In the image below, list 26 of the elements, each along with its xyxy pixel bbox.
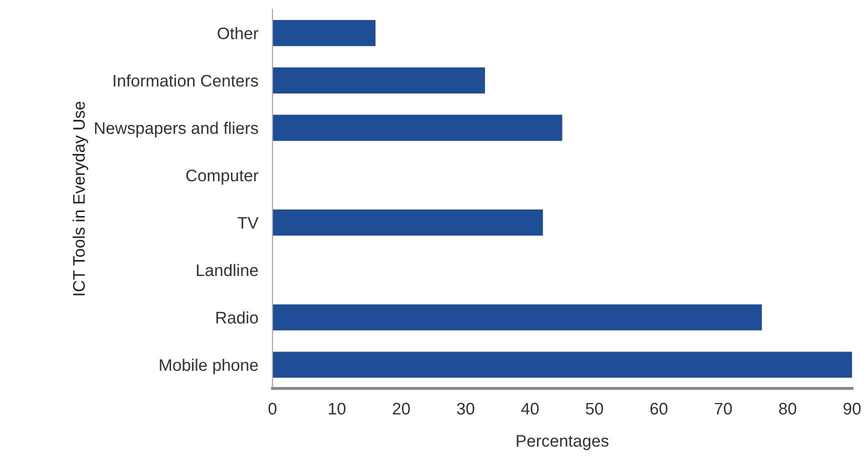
x-tick-label: 30: [457, 402, 474, 415]
x-tick-label: 10: [328, 402, 346, 415]
x-tick-label: 40: [521, 402, 539, 415]
x-tick-label: 0: [268, 402, 276, 415]
bar: [272, 304, 762, 330]
x-tick-label: 60: [650, 402, 668, 415]
y-tick-label: Landline: [196, 264, 258, 276]
x-tick-label: 70: [714, 402, 732, 415]
y-tick-label: Computer: [186, 170, 258, 185]
y-tick-label: TV: [238, 217, 259, 229]
y-tick-label: Newspapers and fliers: [95, 122, 258, 138]
x-axis-title: Percentages: [516, 435, 608, 450]
y-tick-label: Other: [218, 27, 258, 40]
bar: [272, 114, 562, 141]
x-tick-label: 90: [844, 402, 861, 415]
y-tick-label: Radio: [216, 311, 258, 324]
x-tick-label: 20: [392, 402, 410, 415]
bar: [272, 210, 543, 236]
bar: [272, 20, 376, 46]
y-tick-label: Mobile phone: [160, 358, 258, 374]
y-tick-label: Information Centers: [114, 74, 258, 87]
bar: [272, 67, 485, 94]
bar: [272, 352, 852, 378]
y-axis-title: ICT Tools in Everyday Use: [72, 102, 88, 296]
x-tick-label: 50: [586, 402, 604, 415]
x-tick-label: 80: [779, 402, 796, 415]
